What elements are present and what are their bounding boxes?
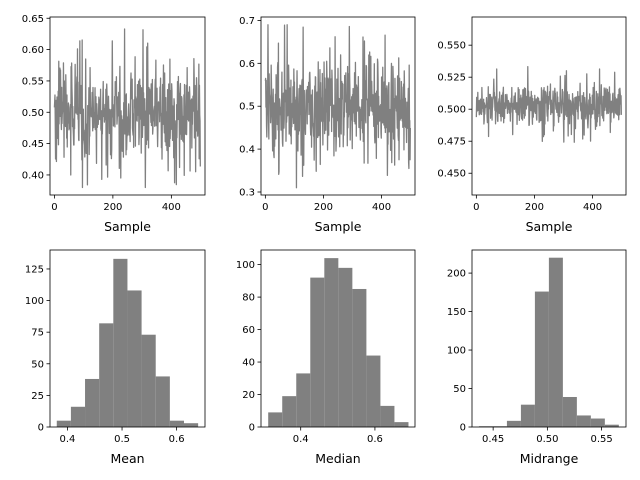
y-tick-label: 50	[31, 359, 44, 370]
y-tick-label: 40	[242, 358, 255, 369]
series-line	[264, 24, 411, 189]
y-tick-label: 80	[242, 293, 255, 304]
x-tick-label: 0	[51, 202, 57, 213]
x-axis-label: Mean	[110, 451, 144, 466]
x-tick-label: 400	[372, 202, 391, 213]
histogram-bar	[70, 406, 86, 427]
y-tick-label: 0.450	[437, 169, 466, 180]
y-tick-label: 0.6	[239, 59, 255, 70]
x-tick-label: 200	[103, 202, 122, 213]
subplot-2: 0 200 400 0.3 0.4 0.5 0.6 0.7 Sample	[239, 16, 416, 234]
axes-frame	[471, 249, 627, 428]
histogram-bar	[506, 420, 521, 427]
histogram-bar	[183, 423, 199, 427]
histogram-bar	[324, 258, 339, 427]
subplot-1: 0 200 400 0.40 0.45 0.50 0.55 0.60 0.65 Sample	[22, 14, 206, 234]
x-tick-label: 400	[162, 202, 181, 213]
axes-frame	[49, 249, 206, 428]
histogram-bar	[380, 405, 395, 427]
x-tick-label: 200	[525, 202, 544, 213]
histogram-bar	[352, 288, 367, 427]
x-tick-label: 0.4	[293, 434, 309, 445]
y-tick-label: 75	[31, 328, 44, 339]
histogram-bar	[394, 422, 409, 427]
y-tick-label: 0.50	[22, 108, 44, 119]
y-tick-label: 150	[447, 307, 466, 318]
y-tick-label: 0	[38, 423, 44, 434]
x-tick-label: 0	[473, 202, 479, 213]
y-tick-label: 0.55	[22, 76, 44, 87]
y-tick-label: 100	[25, 296, 44, 307]
y-tick-label: 0.7	[239, 16, 255, 27]
series-line	[475, 65, 622, 143]
x-axis-label: Sample	[526, 219, 573, 234]
x-axis-label: Midrange	[520, 451, 579, 466]
y-tick-label: 0.5	[239, 102, 255, 113]
x-tick-label: 400	[583, 202, 602, 213]
y-tick-label: 0.45	[22, 139, 44, 150]
x-axis-label: Median	[315, 451, 360, 466]
y-tick-label: 0.500	[437, 105, 466, 116]
histogram-bar	[310, 277, 325, 427]
x-tick-label: 0.6	[367, 434, 383, 445]
y-tick-label: 0.550	[437, 41, 466, 52]
histogram-bar	[576, 415, 591, 427]
y-tick-label: 125	[25, 264, 44, 275]
series-line	[53, 28, 201, 189]
y-tick-label: 0.60	[22, 45, 44, 56]
y-tick-label: 50	[453, 384, 466, 395]
y-tick-label: 0.65	[22, 14, 44, 25]
x-tick-label: 0.5	[114, 434, 130, 445]
x-tick-label: 0.50	[536, 434, 558, 445]
histogram-bar	[604, 424, 619, 427]
y-tick-label: 0	[460, 423, 466, 434]
histogram-bar	[155, 376, 170, 427]
x-tick-label: 0.6	[169, 434, 185, 445]
y-tick-label: 0.475	[437, 137, 466, 148]
histogram-bar	[282, 396, 297, 427]
histogram-bar	[99, 323, 114, 427]
histogram-bar	[366, 355, 381, 427]
histogram-bar	[338, 267, 353, 427]
x-tick-label: 0.45	[482, 434, 504, 445]
y-tick-label: 0.525	[437, 73, 466, 84]
subplot-4: 0.4 0.5 0.6 0 25 50 75 100 125 Mean	[25, 249, 206, 466]
histogram-bar	[127, 290, 142, 427]
histogram-bar	[548, 257, 563, 427]
axes-frame	[471, 16, 627, 196]
y-tick-label: 0	[249, 423, 255, 434]
y-tick-label: 0.40	[22, 170, 44, 181]
x-tick-label: 200	[314, 202, 333, 213]
y-tick-label: 100	[447, 346, 466, 357]
histogram-bar	[141, 334, 156, 427]
histogram-bar	[534, 291, 549, 427]
x-tick-label: 0.55	[590, 434, 612, 445]
y-tick-label: 200	[447, 269, 466, 280]
axes-frame	[260, 249, 416, 428]
y-tick-label: 0.4	[239, 145, 255, 156]
histogram-bar	[85, 378, 100, 427]
y-tick-label: 25	[31, 391, 44, 402]
y-tick-label: 100	[236, 260, 255, 271]
y-tick-label: 20	[242, 390, 255, 401]
histogram-bar	[56, 420, 71, 427]
subplot-5: 0.4 0.6 0 20 40 60 80 100 Median	[236, 249, 416, 466]
histogram-bar	[296, 373, 311, 427]
y-tick-label: 0.3	[239, 187, 255, 198]
histogram-bar	[268, 412, 283, 427]
subplot-6: 0.45 0.50 0.55 0 50 100 150 200 Midrange	[447, 249, 627, 466]
x-tick-label: 0	[262, 202, 268, 213]
histogram-bar	[113, 258, 128, 427]
histogram-bar	[169, 420, 184, 427]
histogram-bar	[590, 418, 605, 427]
x-axis-label: Sample	[315, 219, 362, 234]
histogram-bar	[520, 404, 535, 427]
y-tick-label: 60	[242, 325, 255, 336]
axes-frame	[49, 16, 206, 196]
x-axis-label: Sample	[104, 219, 151, 234]
histogram-bar	[562, 396, 577, 427]
subplot-3: 0 200 400 0.450 0.475 0.500 0.525 0.550 Sample	[437, 16, 627, 234]
x-tick-label: 0.4	[60, 434, 76, 445]
